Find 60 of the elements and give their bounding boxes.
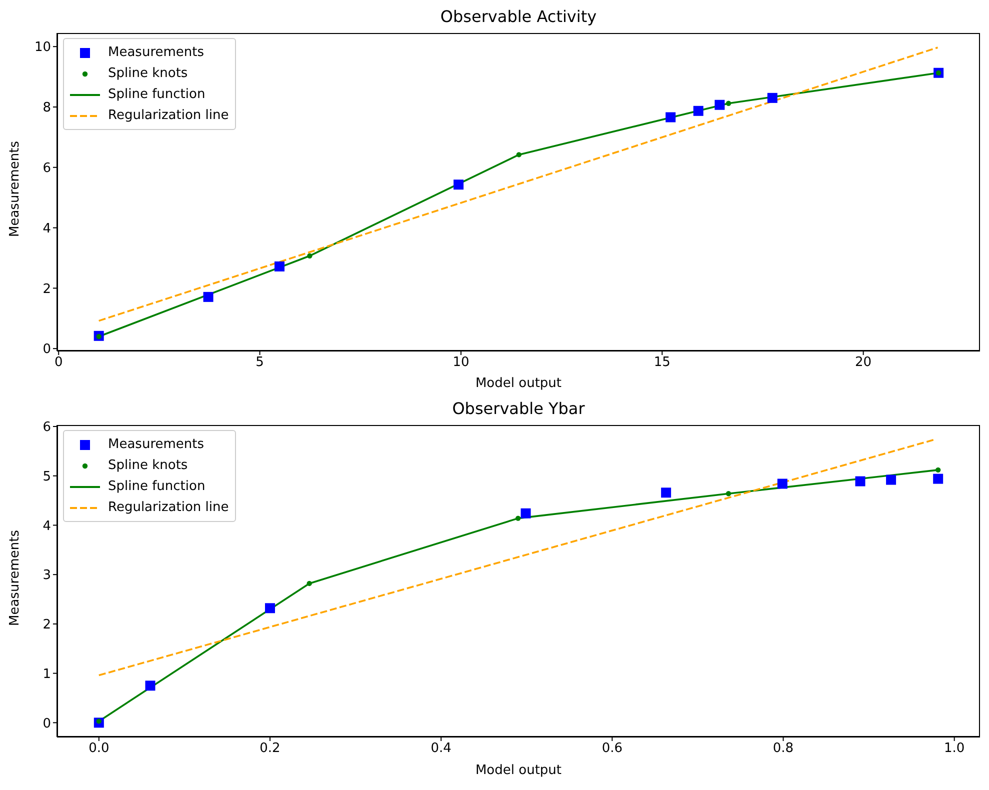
x-tick-label: 1.0 — [944, 741, 965, 756]
y-tick-label: 4 — [42, 221, 51, 236]
legend-label: Regularization line — [108, 500, 229, 515]
x-tick-label: 0.2 — [260, 741, 280, 756]
y-axis-title: Measurements — [8, 140, 23, 237]
point — [454, 180, 464, 190]
x-tick-label: 0.0 — [88, 741, 110, 756]
y-tick-label: 0 — [42, 716, 51, 732]
legend-label: Spline function — [108, 479, 206, 494]
legend-label: Spline knots — [108, 458, 188, 473]
point — [516, 152, 522, 158]
chart-title: Observable Activity — [439, 7, 598, 26]
y-tick-label: 5 — [42, 469, 51, 484]
x-tick-label: 0.6 — [602, 741, 623, 756]
x-tick-label: 0.4 — [430, 741, 452, 756]
point — [714, 100, 725, 110]
point — [203, 292, 214, 302]
point — [306, 580, 312, 586]
x-tick-label: 15 — [654, 355, 670, 370]
legend-label: Spline function — [108, 87, 206, 102]
point — [777, 478, 788, 489]
y-tick-label: 6 — [42, 420, 51, 436]
point — [933, 474, 944, 484]
y-tick-label: 1 — [42, 666, 51, 682]
y-tick-label: 10 — [34, 40, 51, 56]
point — [666, 112, 676, 122]
point — [726, 100, 732, 106]
x-tick-label: 5 — [256, 355, 264, 370]
point — [886, 474, 896, 485]
point — [767, 92, 778, 103]
point — [307, 253, 312, 258]
point — [855, 476, 866, 486]
y-tick-label: 2 — [42, 282, 51, 297]
x-tick-label: 10 — [452, 355, 470, 370]
y-tick-label: 8 — [42, 100, 51, 116]
x-tick-label: 0 — [54, 355, 63, 370]
point — [726, 491, 732, 496]
point — [693, 106, 704, 116]
legend-label: Spline knots — [108, 66, 188, 81]
y-tick-label: 2 — [42, 618, 51, 633]
legend-label: Measurements — [108, 45, 204, 60]
legend-label: Measurements — [108, 437, 204, 452]
point — [520, 508, 531, 518]
y-tick-label: 0 — [42, 342, 51, 358]
y-axis-title: Measurements — [8, 530, 23, 626]
point — [265, 603, 275, 614]
x-axis-title: Model output — [475, 376, 562, 391]
y-tick-label: 3 — [42, 568, 51, 584]
x-tick-label: 0.8 — [772, 741, 794, 756]
y-tick-label: 4 — [42, 518, 51, 534]
point — [145, 680, 156, 691]
point — [274, 261, 284, 272]
legend-label: Regularization line — [108, 108, 229, 123]
y-tick-label: 6 — [42, 161, 51, 176]
chart-title: Observable Ybar — [451, 399, 586, 418]
point — [515, 516, 521, 521]
point — [661, 488, 672, 498]
x-tick-label: 20 — [855, 355, 872, 370]
x-axis-title: Model output — [475, 763, 562, 778]
point — [935, 467, 941, 473]
